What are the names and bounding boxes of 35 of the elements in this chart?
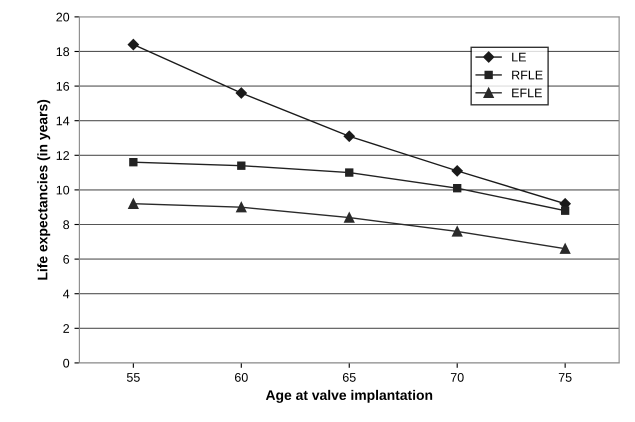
y-tick-label: 6 <box>63 254 70 264</box>
x-tick-label: 75 <box>558 373 572 382</box>
point <box>128 38 139 50</box>
point <box>452 226 462 237</box>
point <box>345 168 354 177</box>
x-tick-label: 70 <box>450 372 464 382</box>
point <box>452 165 463 176</box>
y-tick-label: 20 <box>56 12 70 22</box>
point <box>560 206 570 215</box>
point <box>236 202 247 212</box>
x-tick-label: 65 <box>342 372 356 382</box>
point <box>560 244 570 254</box>
legend-label: RFLE <box>512 70 543 80</box>
x-tick-label: 55 <box>126 373 140 382</box>
y-axis-title: Life expectancies (in years) <box>37 100 50 280</box>
y-tick-label: 10 <box>56 186 70 195</box>
point <box>236 87 247 99</box>
point <box>344 212 354 223</box>
y-tick-label: 8 <box>63 220 70 230</box>
y-tick-label: 14 <box>56 116 70 126</box>
point <box>237 162 246 170</box>
y-tick-label: 0 <box>63 358 70 368</box>
x-tick-label: 60 <box>234 372 248 382</box>
y-tick-label: 16 <box>56 82 70 91</box>
point <box>128 198 139 209</box>
y-tick-label: 2 <box>63 324 70 333</box>
point <box>453 184 462 192</box>
x-axis-title: Age at valve implantation <box>266 390 432 403</box>
y-tick-label: 12 <box>56 151 70 160</box>
point <box>129 158 138 166</box>
legend-label: LE <box>512 52 526 62</box>
y-tick-label: 18 <box>56 47 70 56</box>
point <box>344 130 355 142</box>
y-tick-label: 4 <box>62 290 70 298</box>
legend-label: EFLE <box>512 88 542 98</box>
